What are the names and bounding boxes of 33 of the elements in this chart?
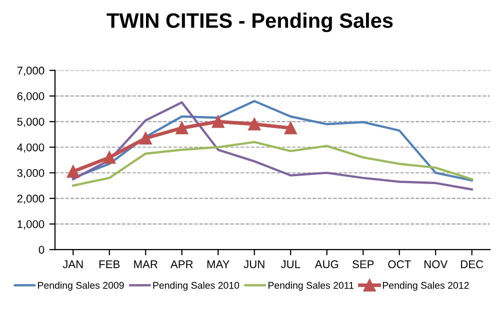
point bbox=[212, 115, 224, 128]
x-tick-label: DEC bbox=[461, 260, 484, 268]
point bbox=[176, 122, 188, 134]
y-tick-label: 4,000 bbox=[17, 143, 44, 153]
x-tick-label: NOV bbox=[424, 260, 448, 268]
y-tick-label: 3,000 bbox=[17, 169, 44, 178]
y-tick-label: 0 bbox=[38, 246, 44, 254]
x-tick-label: OCT bbox=[388, 260, 411, 268]
y-tick-label: 5,000 bbox=[17, 118, 44, 128]
line-series bbox=[72, 140, 473, 187]
point bbox=[139, 132, 152, 144]
x-tick-label: MAR bbox=[134, 260, 158, 268]
y-tick-label: 2,000 bbox=[17, 194, 44, 204]
x-tick-label: MAY bbox=[207, 260, 230, 268]
legend-label: Pending Sales 2012 bbox=[382, 282, 469, 291]
x-tick-label: JUL bbox=[280, 260, 300, 268]
point bbox=[284, 122, 297, 134]
legend-label: Pending Sales 2010 bbox=[153, 282, 240, 291]
point bbox=[66, 165, 80, 178]
legend-label: Pending Sales 2009 bbox=[38, 282, 124, 291]
x-tick-label: AUG bbox=[314, 260, 338, 268]
x-tick-label: FEB bbox=[99, 260, 120, 268]
y-tick-label: 7,000 bbox=[17, 66, 44, 76]
chart-title: TWIN CITIES - Pending Sales bbox=[106, 12, 393, 32]
x-tick-label: JAN bbox=[62, 260, 83, 268]
x-tick-label: APR bbox=[170, 260, 193, 268]
y-tick-label: 6,000 bbox=[17, 92, 44, 102]
point bbox=[248, 118, 261, 130]
legend-label: Pending Sales 2011 bbox=[268, 282, 354, 291]
x-tick-label: JUN bbox=[244, 260, 264, 268]
x-tick-label: SEP bbox=[352, 260, 374, 268]
y-tick-label: 1,000 bbox=[18, 220, 44, 230]
point bbox=[103, 151, 116, 164]
